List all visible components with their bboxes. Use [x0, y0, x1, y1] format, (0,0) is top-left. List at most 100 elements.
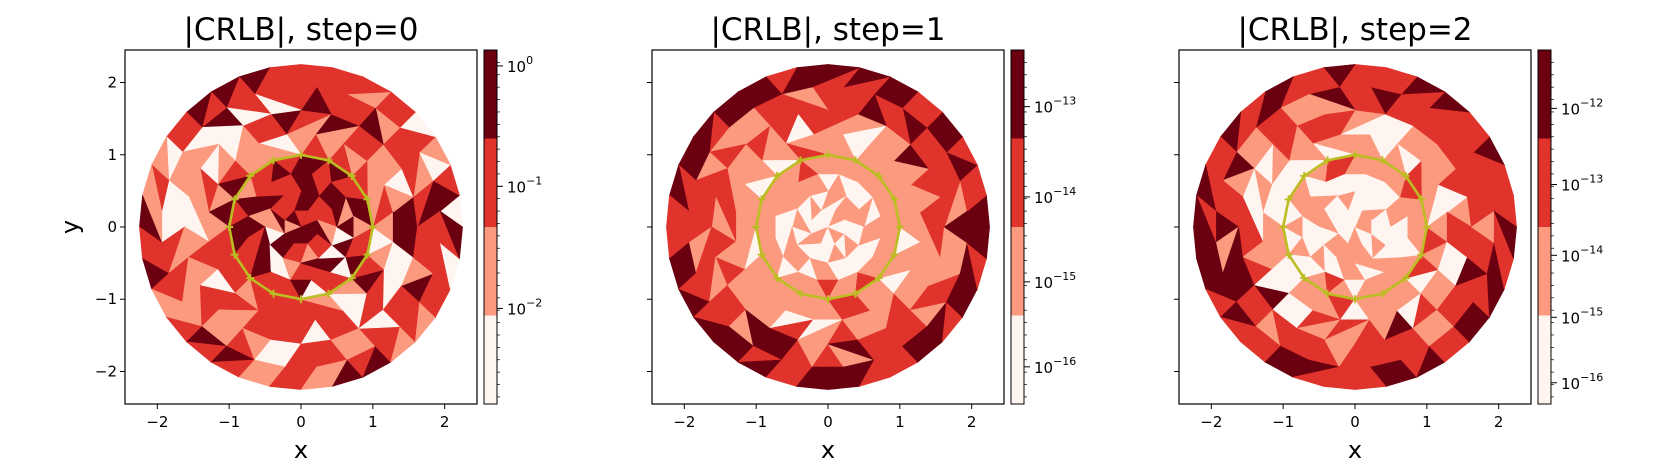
colorbar-tick-label: 10−13 — [1561, 173, 1603, 195]
plus-marker — [824, 150, 832, 159]
colorbar-band — [1011, 138, 1024, 227]
plus-marker — [246, 171, 255, 180]
mesh-cell — [1493, 210, 1517, 259]
plus-marker — [1279, 223, 1288, 231]
plus-marker — [757, 250, 766, 259]
x-axis-label: x — [1348, 436, 1362, 464]
plus-marker — [752, 223, 761, 231]
chart-panel-2: −2 −1 0 1 2|CRLB|, step=1x10−1310−1410−1510−… — [647, 12, 1076, 464]
colorbar-tick-base: 10 — [1034, 359, 1053, 377]
colorbar-tick-base: 10 — [1561, 309, 1580, 327]
plus-marker — [874, 171, 883, 180]
y-tick-label: 2 — [107, 74, 117, 92]
plus-marker — [1323, 156, 1332, 165]
y-axis-label: y — [56, 220, 84, 234]
colorbar-tick-label: 10−14 — [1561, 243, 1603, 265]
colorbar-tick-base: 10 — [1561, 100, 1580, 118]
plus-marker — [1284, 250, 1293, 259]
colorbar-tick-exponent: −12 — [1580, 96, 1603, 109]
plus-marker — [757, 195, 766, 204]
plus-marker — [1351, 295, 1359, 304]
mesh — [139, 64, 463, 390]
colorbar-band — [484, 227, 497, 316]
colorbar-tick-exponent: −2 — [526, 296, 542, 309]
colorbar-frame — [1537, 49, 1552, 405]
colorbar-tick-base: 10 — [1561, 177, 1580, 195]
plus-marker — [1417, 195, 1426, 204]
plus-marker — [363, 195, 372, 204]
plus-marker — [773, 171, 782, 180]
chart-title: |CRLB|, step=1 — [710, 12, 945, 48]
plus-marker — [1422, 223, 1431, 231]
plus-marker — [1284, 195, 1293, 204]
x-tick-label: 1 — [368, 413, 378, 431]
colorbar-band — [484, 138, 497, 227]
x-tick-label: 2 — [967, 413, 977, 431]
plus-marker — [324, 156, 333, 165]
x-tick-label: −2 — [146, 413, 168, 431]
mesh — [666, 64, 990, 390]
colorbar-band — [1538, 138, 1551, 227]
mesh-cell — [966, 210, 990, 259]
colorbar-band — [484, 50, 497, 139]
x-tick-label: 2 — [440, 413, 450, 431]
mesh — [1193, 64, 1517, 390]
colorbar-tick-label: 10−14 — [1034, 185, 1076, 207]
plus-marker — [230, 250, 239, 259]
colorbar-tick-exponent: −16 — [1053, 355, 1076, 368]
plus-marker — [796, 156, 805, 165]
colorbar-band — [1538, 315, 1551, 404]
plus-marker — [1401, 274, 1410, 283]
x-tick-label: 2 — [1494, 413, 1504, 431]
colorbar-tick-label: 10−1 — [507, 174, 542, 196]
y-tick-label: 0 — [107, 218, 117, 236]
x-axis-label: x — [821, 436, 835, 464]
plus-marker — [796, 289, 805, 298]
plus-marker — [1401, 171, 1410, 180]
plus-marker — [851, 289, 860, 298]
plus-marker — [324, 289, 333, 298]
colorbar-band — [1538, 227, 1551, 316]
colorbar-tick-base: 10 — [1561, 375, 1580, 393]
colorbar-tick-label: 10−15 — [1561, 305, 1603, 327]
colorbar-tick-exponent: −13 — [1053, 95, 1076, 108]
plus-marker — [851, 156, 860, 165]
x-tick-label: 0 — [296, 413, 306, 431]
plus-marker — [297, 295, 305, 304]
plus-marker — [297, 150, 305, 159]
unit-circle-contour — [1279, 150, 1431, 304]
y-tick-label: −1 — [95, 290, 117, 308]
colorbar-tick-base: 10 — [507, 300, 526, 318]
plus-marker — [1300, 171, 1309, 180]
unit-circle-contour — [752, 150, 904, 304]
colorbar-tick-base: 10 — [507, 58, 526, 76]
plus-marker — [773, 274, 782, 283]
plus-marker — [269, 156, 278, 165]
plus-marker — [890, 195, 899, 204]
colorbar-tick-label: 10−16 — [1561, 371, 1603, 393]
chart-title: |CRLB|, step=0 — [183, 12, 418, 48]
plus-marker — [363, 250, 372, 259]
mesh-cell — [439, 210, 463, 259]
mesh-cell — [1407, 215, 1428, 239]
x-tick-label: 0 — [823, 413, 833, 431]
colorbar-tick-label: 100 — [507, 54, 533, 76]
plus-marker — [890, 250, 899, 259]
colorbar-tick-base: 10 — [1034, 274, 1053, 292]
mesh-cell — [353, 215, 374, 239]
colorbar-tick-exponent: −15 — [1580, 305, 1603, 318]
plus-marker — [1300, 274, 1309, 283]
colorbar-tick-exponent: −1 — [526, 174, 542, 187]
x-tick-label: 1 — [895, 413, 905, 431]
colorbar-tick-label: 10−16 — [1034, 355, 1076, 377]
plus-marker — [824, 295, 832, 304]
colorbar-band — [484, 315, 497, 404]
colorbar-frame — [483, 49, 498, 405]
plus-marker — [1378, 156, 1387, 165]
plus-marker — [1351, 150, 1359, 159]
colorbar-band — [1538, 50, 1551, 139]
